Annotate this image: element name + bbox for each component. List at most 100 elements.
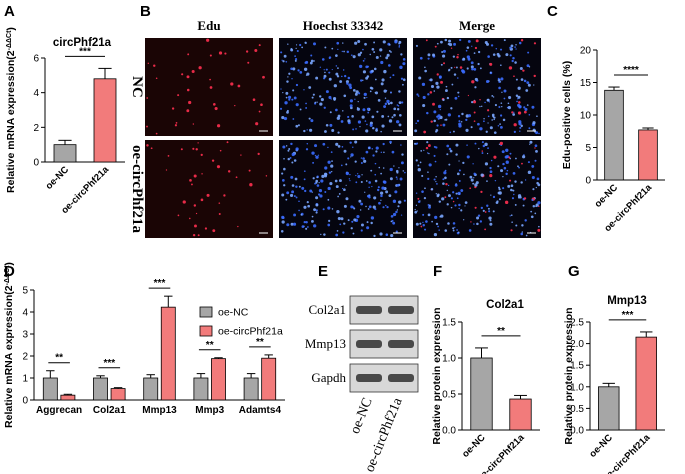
cell-dot — [428, 163, 432, 167]
cell-dot — [476, 222, 479, 226]
cell-dot — [283, 157, 285, 160]
cell-dot — [306, 201, 309, 204]
cell-dot — [381, 114, 385, 118]
cell-dot — [395, 176, 398, 179]
cell-dot — [529, 140, 533, 144]
cell-dot — [467, 94, 469, 97]
cell-dot — [517, 194, 522, 198]
cell-dot — [536, 115, 538, 118]
cell-dot — [472, 182, 475, 185]
cell-dot — [513, 111, 515, 113]
cell-dot — [297, 124, 300, 127]
cell-dot — [281, 220, 285, 224]
bar — [160, 306, 176, 401]
cell-dot — [479, 67, 482, 70]
cell-dot — [512, 113, 516, 116]
cell-dot — [533, 74, 536, 78]
cell-dot — [292, 89, 295, 92]
cell-dot — [394, 190, 398, 194]
cell-dot — [492, 195, 496, 199]
cell-dot — [488, 101, 491, 103]
cell-dot — [399, 65, 403, 70]
cell-dot — [393, 113, 396, 117]
cell-dot — [480, 206, 484, 210]
cell-dot — [255, 122, 259, 126]
cell-dot — [484, 162, 489, 166]
cell-dot — [501, 91, 503, 93]
cell-dot — [497, 77, 500, 80]
cell-dot — [518, 101, 521, 104]
cell-dot — [442, 182, 445, 185]
cell-dot — [507, 102, 510, 105]
y-tick-label: 1 — [22, 374, 28, 385]
cell-dot — [248, 169, 251, 172]
cell-dot — [291, 184, 295, 187]
y-axis-label: Relative protein expression — [431, 307, 443, 444]
y-tick-label: 1.5 — [570, 361, 584, 372]
cell-dot — [280, 88, 282, 90]
cell-dot — [331, 160, 333, 162]
cell-dot — [337, 145, 341, 148]
cell-dot — [442, 54, 446, 58]
cell-dot — [314, 154, 317, 157]
cell-dot — [343, 94, 347, 98]
cell-dot — [319, 194, 323, 198]
cell-dot — [354, 92, 358, 96]
cell-dot — [282, 60, 285, 63]
cell-dot — [511, 59, 514, 63]
cell-dot — [382, 167, 385, 169]
cell-dot — [365, 205, 367, 208]
cell-dot — [290, 175, 294, 179]
cell-dot — [235, 176, 238, 179]
cell-dot — [507, 106, 511, 110]
cell-dot — [445, 85, 448, 88]
cell-dot — [450, 66, 453, 69]
cell-dot — [390, 220, 393, 223]
y-tick-label: 15 — [580, 78, 592, 89]
cell-dot — [388, 49, 391, 52]
cell-dot — [481, 141, 484, 144]
cell-dot — [427, 177, 430, 180]
cell-dot — [417, 168, 421, 172]
panel-letter: C — [547, 3, 558, 20]
bar — [635, 336, 657, 431]
cell-dot — [525, 89, 529, 92]
bar — [598, 386, 620, 431]
cell-dot — [359, 79, 363, 82]
cell-dot — [312, 42, 316, 46]
cell-dot — [434, 215, 438, 219]
cell-dot — [294, 177, 298, 181]
cell-dot — [498, 198, 501, 201]
cell-dot — [496, 200, 499, 203]
cell-dot — [323, 69, 325, 71]
panel-letter: E — [318, 263, 328, 280]
cell-dot — [520, 181, 523, 184]
cell-dot — [498, 188, 501, 191]
cell-dot — [436, 194, 440, 198]
cell-dot — [458, 207, 460, 210]
cell-dot — [398, 123, 402, 127]
y-tick-label: 2.5 — [570, 318, 584, 329]
cell-dot — [395, 120, 400, 124]
cell-dot — [479, 220, 483, 223]
x-tick-label: Adamts4 — [239, 405, 282, 416]
cell-dot — [355, 128, 357, 130]
cell-dot — [381, 186, 385, 190]
cell-dot — [448, 68, 451, 71]
cell-dot — [452, 229, 455, 232]
cell-dot — [336, 75, 340, 78]
cell-dot — [316, 184, 320, 187]
cell-dot — [357, 100, 359, 103]
cell-dot — [360, 180, 363, 184]
cell-dot — [382, 206, 385, 209]
cell-dot — [367, 111, 370, 114]
cell-dot — [373, 196, 377, 200]
cell-dot — [473, 111, 476, 114]
cell-dot — [495, 48, 498, 50]
cell-dot — [490, 44, 494, 47]
cell-dot — [484, 228, 487, 231]
cell-dot — [451, 83, 454, 86]
x-tick-label: oe-NC — [593, 182, 621, 210]
image-column-header: Edu — [197, 18, 220, 33]
cell-dot — [466, 144, 468, 146]
